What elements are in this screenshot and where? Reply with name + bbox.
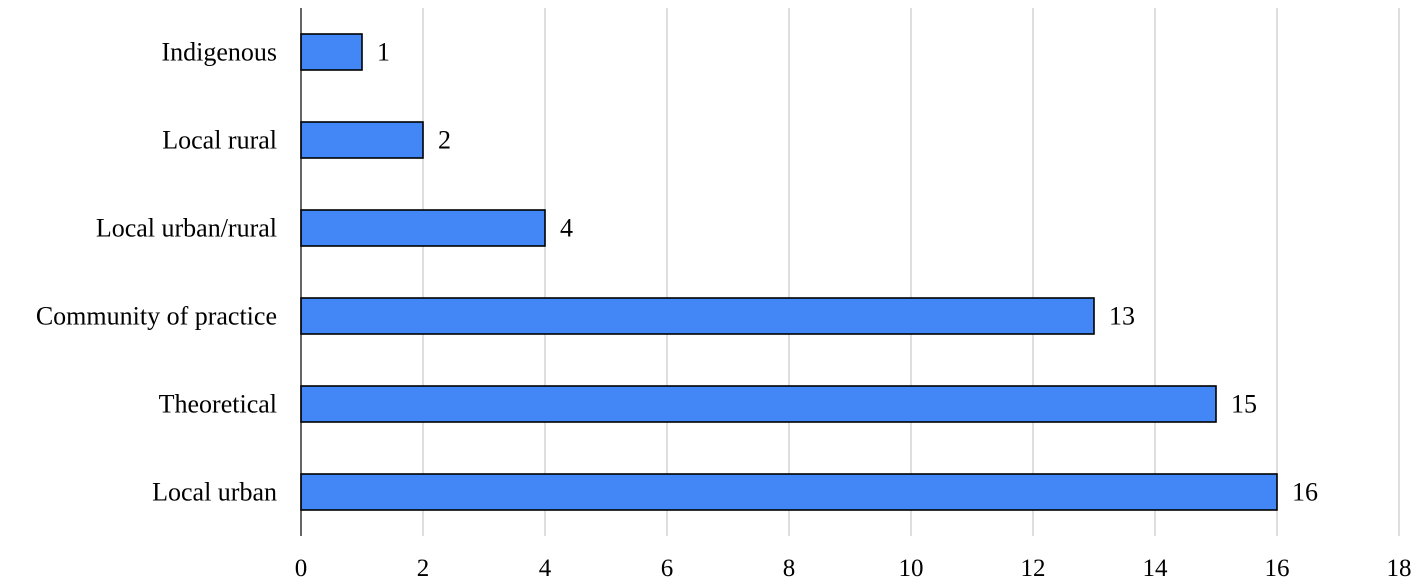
x-tick-label: 6 xyxy=(661,555,674,582)
value-label: 15 xyxy=(1231,390,1257,419)
x-tick-label: 16 xyxy=(1265,555,1290,582)
x-tick-label: 8 xyxy=(783,555,796,582)
bar-local-rural xyxy=(300,121,424,159)
bar-indigenous xyxy=(300,33,363,71)
x-tick-label: 18 xyxy=(1387,555,1412,582)
bars xyxy=(300,33,1278,511)
x-tick-label: 4 xyxy=(539,555,552,582)
x-tick-label: 14 xyxy=(1143,555,1169,582)
x-tick-label: 10 xyxy=(899,555,924,582)
category-label: Local urban/rural xyxy=(96,214,277,243)
x-tick-label: 2 xyxy=(417,555,430,582)
bar-community-of-practice xyxy=(300,297,1095,335)
category-label: Theoretical xyxy=(159,390,277,419)
category-label: Local rural xyxy=(162,126,277,155)
value-label: 13 xyxy=(1109,302,1135,331)
value-label: 2 xyxy=(438,126,451,155)
category-label: Local urban xyxy=(152,478,277,507)
labels: Indigenous 1 Local rural 2 Local urban/rural… xyxy=(36,38,1412,583)
value-label: 4 xyxy=(560,214,573,243)
category-label: Indigenous xyxy=(161,38,277,67)
bar-local-urban-rural xyxy=(300,209,546,247)
bar-local-urban xyxy=(300,473,1278,511)
category-label: Community of practice xyxy=(36,302,277,331)
value-label: 16 xyxy=(1292,478,1318,507)
x-tick-label: 12 xyxy=(1021,555,1046,582)
gridlines xyxy=(422,8,1400,536)
bar-theoretical xyxy=(300,385,1217,423)
x-tick-label: 0 xyxy=(295,555,308,582)
value-label: 1 xyxy=(377,38,390,67)
